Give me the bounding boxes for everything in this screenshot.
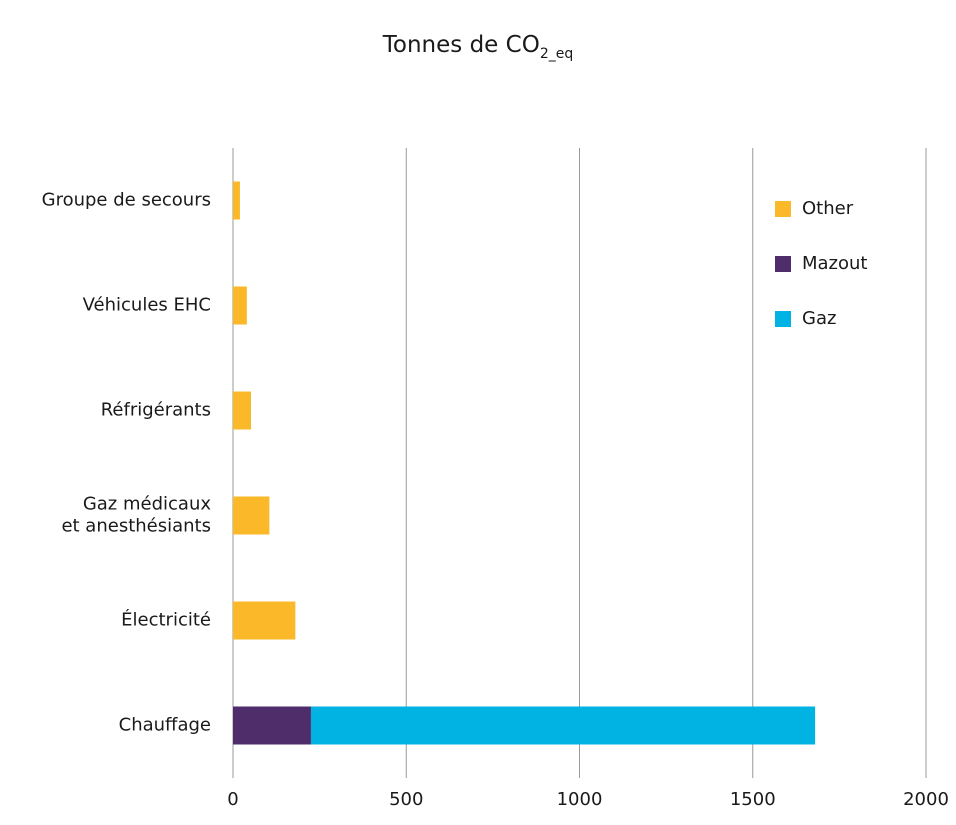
y-tick-label: Chauffage xyxy=(119,715,211,736)
y-tick-label: Véhicules EHC xyxy=(83,295,211,316)
legend-swatch xyxy=(775,256,791,272)
legend-label: Other xyxy=(802,198,854,219)
bar-segment xyxy=(233,601,296,640)
x-tick-label: 1500 xyxy=(730,789,776,810)
title-subscript: 2_eq xyxy=(540,46,573,62)
y-tick-label-line: Gaz médicaux xyxy=(83,494,212,515)
y-tick-label-line: et anesthésiants xyxy=(61,516,211,537)
bar-segment xyxy=(233,496,270,535)
legend-swatch xyxy=(775,201,791,217)
legend-label: Mazout xyxy=(802,253,868,274)
bar-segment xyxy=(233,181,240,220)
legend-label: Gaz xyxy=(802,308,836,329)
x-tick-label: 0 xyxy=(227,789,238,810)
x-tick-label: 1000 xyxy=(557,789,603,810)
y-tick-label: Gaz médicaux et anesthésiants xyxy=(61,494,211,537)
chart-title: Tonnes de CO2_eq xyxy=(382,32,573,63)
bar-segment xyxy=(233,706,311,745)
y-tick-label: Réfrigérants xyxy=(101,400,211,421)
bar-segment xyxy=(233,286,247,325)
legend-swatch xyxy=(775,311,791,327)
bar-segment xyxy=(310,706,816,745)
y-tick-label: Électricité xyxy=(121,609,211,631)
x-tick-label: 2000 xyxy=(903,789,949,810)
bar-segment xyxy=(233,391,252,430)
title-main: Tonnes de CO xyxy=(382,32,540,58)
x-tick-label: 500 xyxy=(389,789,423,810)
y-tick-label: Groupe de secours xyxy=(42,190,211,211)
